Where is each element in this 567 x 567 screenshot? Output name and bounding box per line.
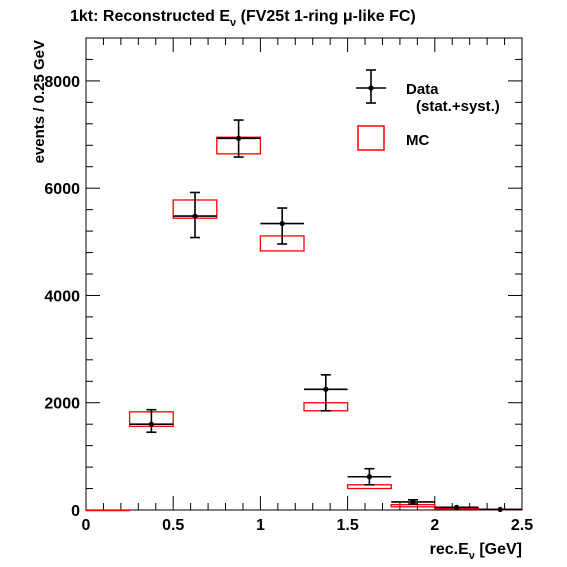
- data-marker: [236, 135, 242, 141]
- x-tick-label: 2.5: [511, 517, 533, 534]
- legend: Data (stat.+syst.) MC: [356, 69, 500, 151]
- data-series: [129, 119, 522, 513]
- data-marker: [454, 504, 460, 510]
- mc-box: [390, 503, 436, 508]
- data-marker: [497, 506, 503, 513]
- y-tick-label: 6000: [44, 181, 80, 198]
- data-point: [347, 467, 392, 486]
- y-tick-label: 2000: [44, 396, 80, 413]
- mc-series: [85, 136, 523, 512]
- data-point: [434, 504, 479, 510]
- x-tick-label: 2: [430, 517, 439, 534]
- x-tick-label: 1: [256, 517, 265, 534]
- legend-data-note: (stat.+syst.): [416, 98, 500, 115]
- data-point: [173, 191, 217, 239]
- x-tick-label: 1.5: [336, 517, 358, 534]
- data-point: [129, 408, 174, 434]
- y-tick-label: 8000: [44, 74, 80, 91]
- data-point: [391, 499, 435, 505]
- data-marker: [148, 421, 154, 427]
- legend-data-label: Data: [406, 81, 439, 98]
- legend-data-marker: [356, 69, 386, 104]
- y-tick-label: 4000: [44, 288, 80, 305]
- x-axis-ticks: 0 0.5 1 1.5 2 2.5: [82, 38, 533, 534]
- data-marker: [192, 213, 198, 219]
- data-point: [304, 374, 348, 412]
- y-axis-ticks: 0 2000 4000 6000 8000: [44, 37, 522, 520]
- legend-mc-label: MC: [406, 132, 429, 149]
- x-axis-label: rec.Eν [GeV]: [430, 541, 522, 562]
- y-tick-label: 0: [71, 503, 80, 520]
- data-marker: [366, 474, 372, 480]
- x-tick-label: 0: [82, 517, 91, 534]
- chart-title: 1kt: Reconstructed Eν (FV25t 1-ring μ-li…: [70, 8, 416, 29]
- legend-mc-marker: [357, 125, 385, 151]
- data-point: [478, 506, 522, 513]
- x-tick-label: 0.5: [162, 517, 184, 534]
- data-point: [260, 207, 304, 245]
- data-point: [216, 119, 261, 158]
- data-marker: [279, 220, 285, 227]
- mc-box: [85, 509, 131, 512]
- data-marker: [410, 499, 416, 505]
- y-axis-label: events / 0.25 GeV: [31, 40, 48, 163]
- data-marker: [323, 386, 329, 392]
